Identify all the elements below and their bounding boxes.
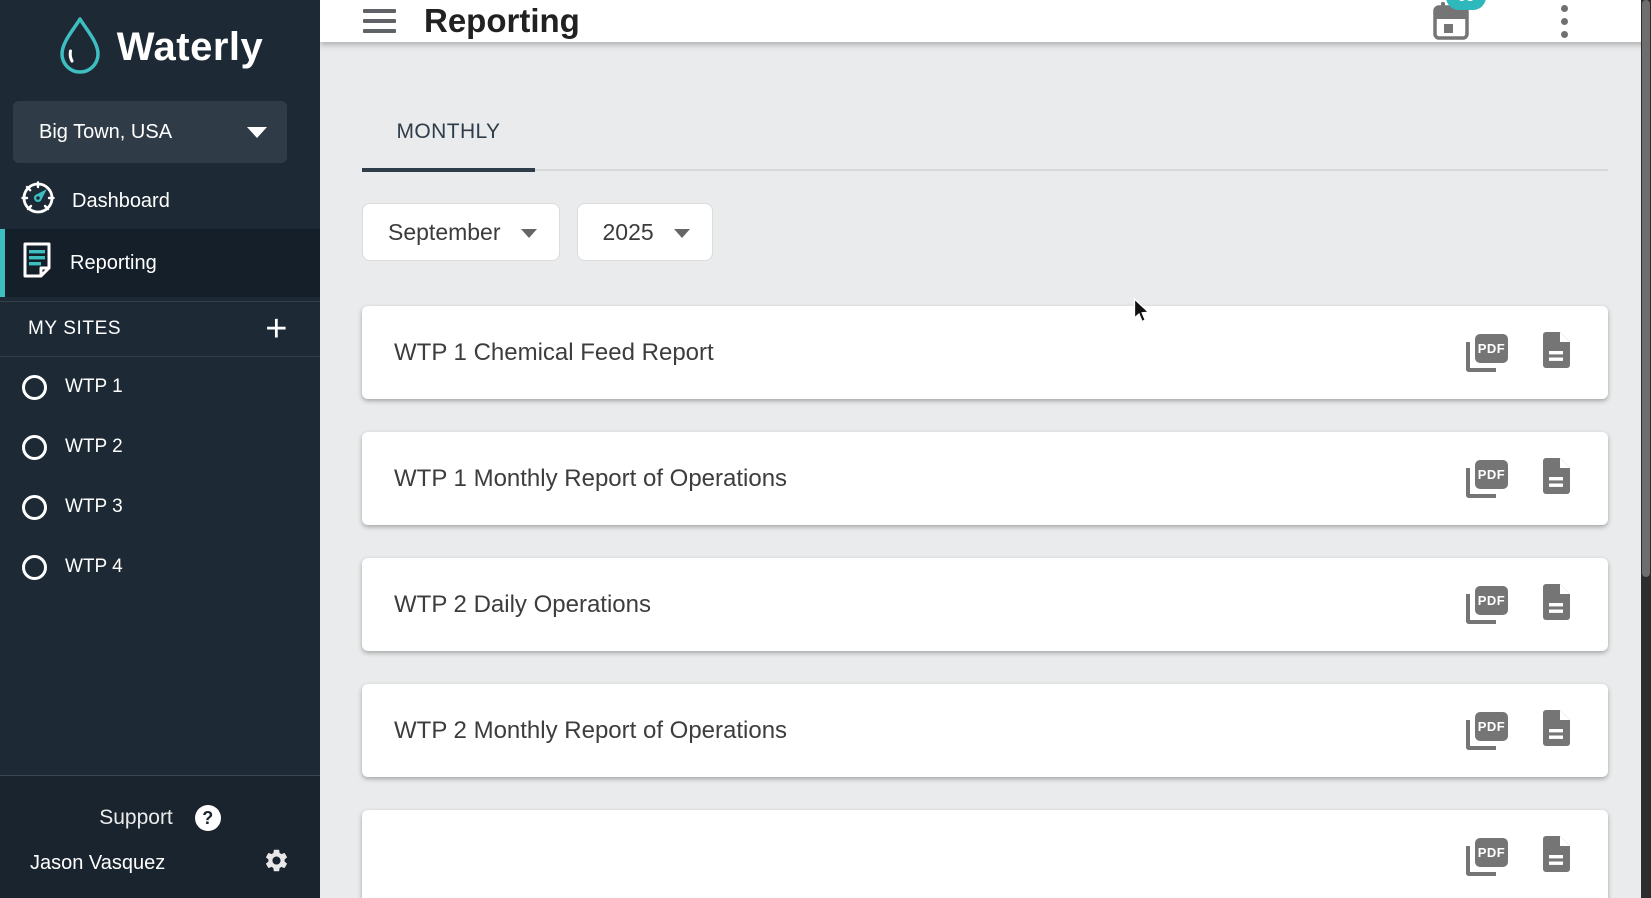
site-selector-value: Big Town, USA bbox=[39, 120, 173, 143]
report-title: WTP 2 Monthly Report of Operations bbox=[394, 716, 788, 744]
calendar-button[interactable]: 65 bbox=[1431, 0, 1486, 42]
kebab-menu-icon[interactable] bbox=[1557, 1, 1572, 42]
pdf-icon[interactable]: PDF bbox=[1466, 333, 1508, 372]
month-dropdown-value: September bbox=[388, 218, 501, 245]
user-row: Jason Vasquez bbox=[0, 848, 320, 878]
report-actions: PDF bbox=[1466, 708, 1574, 753]
document-icon[interactable] bbox=[1538, 330, 1574, 375]
gear-icon[interactable] bbox=[263, 847, 290, 880]
document-icon[interactable] bbox=[1538, 708, 1574, 753]
sidebar-item-dashboard[interactable]: Dashboard bbox=[0, 173, 320, 229]
scrollbar-track[interactable] bbox=[1641, 0, 1651, 898]
site-label: WTP 2 bbox=[65, 436, 123, 457]
sidebar-item-label: Dashboard bbox=[72, 189, 170, 212]
user-name: Jason Vasquez bbox=[30, 851, 166, 874]
year-dropdown[interactable]: 2025 bbox=[576, 203, 713, 261]
circle-icon bbox=[22, 434, 47, 460]
sidebar-item-wtp4[interactable]: WTP 4 bbox=[0, 537, 320, 597]
caret-down-icon bbox=[247, 126, 267, 138]
circle-icon bbox=[22, 554, 47, 580]
report-actions: PDF bbox=[1466, 456, 1574, 501]
hamburger-icon[interactable] bbox=[363, 9, 396, 33]
circle-icon bbox=[22, 494, 47, 520]
pdf-icon[interactable]: PDF bbox=[1466, 459, 1508, 498]
notification-badge: 65 bbox=[1446, 0, 1486, 10]
document-icon[interactable] bbox=[1538, 456, 1574, 501]
circle-icon bbox=[22, 374, 47, 400]
report-list: WTP 1 Chemical Feed Report PDF bbox=[362, 306, 1608, 898]
report-doc-icon bbox=[20, 242, 54, 284]
document-icon[interactable] bbox=[1538, 834, 1574, 879]
tab-monthly[interactable]: MONTHLY bbox=[362, 104, 535, 172]
page-title: Reporting bbox=[424, 2, 580, 39]
report-title: WTP 1 Monthly Report of Operations bbox=[394, 464, 788, 492]
report-title: WTP 1 Chemical Feed Report bbox=[394, 338, 714, 366]
sidebar-item-wtp2[interactable]: WTP 2 bbox=[0, 417, 320, 477]
tab-bar: MONTHLY bbox=[362, 104, 1608, 172]
sidebar-item-reporting[interactable]: Reporting bbox=[0, 229, 320, 297]
sidebar-footer: Support ? Jason Vasquez bbox=[0, 775, 320, 898]
my-sites-label: MY SITES bbox=[28, 318, 122, 339]
site-label: WTP 4 bbox=[65, 556, 123, 577]
caret-down-icon bbox=[673, 229, 690, 238]
support-link[interactable]: Support ? bbox=[0, 794, 320, 842]
report-card[interactable]: WTP 2 Daily Operations PDF bbox=[362, 558, 1608, 651]
my-sites-header: MY SITES + bbox=[0, 301, 320, 357]
site-label: WTP 3 bbox=[65, 496, 123, 517]
report-actions: PDF bbox=[1466, 330, 1574, 375]
scrollbar-thumb[interactable] bbox=[1642, 0, 1650, 577]
report-card[interactable]: WTP 2 Monthly Report of Operations PDF bbox=[362, 684, 1608, 777]
report-actions: PDF bbox=[1466, 582, 1574, 627]
app-logo: Waterly bbox=[0, 0, 320, 85]
sidebar: Waterly Big Town, USA bbox=[0, 0, 320, 898]
caret-down-icon bbox=[520, 229, 537, 238]
support-label: Support bbox=[99, 806, 173, 829]
sidebar-spacer bbox=[0, 597, 320, 775]
year-dropdown-value: 2025 bbox=[602, 218, 654, 245]
pdf-icon[interactable]: PDF bbox=[1466, 837, 1508, 876]
pdf-icon[interactable]: PDF bbox=[1466, 711, 1508, 750]
month-dropdown[interactable]: September bbox=[362, 203, 560, 261]
sidebar-item-wtp1[interactable]: WTP 1 bbox=[0, 357, 320, 417]
sidebar-item-label: Reporting bbox=[70, 251, 157, 274]
filters-row: September 2025 bbox=[362, 203, 1608, 261]
site-selector-dropdown[interactable]: Big Town, USA bbox=[13, 101, 287, 163]
report-actions: PDF bbox=[1466, 834, 1574, 879]
water-drop-icon bbox=[57, 16, 103, 79]
report-card[interactable]: WTP 1 Monthly Report of Operations PDF bbox=[362, 432, 1608, 525]
pdf-icon[interactable]: PDF bbox=[1466, 585, 1508, 624]
app-name: Waterly bbox=[116, 25, 264, 69]
question-mark-icon[interactable]: ? bbox=[194, 805, 221, 831]
plus-icon[interactable]: + bbox=[265, 308, 288, 350]
site-label: WTP 1 bbox=[65, 376, 123, 397]
report-card[interactable]: WTP 1 Chemical Feed Report PDF bbox=[362, 306, 1608, 399]
gauge-icon bbox=[20, 180, 56, 222]
sidebar-item-wtp3[interactable]: WTP 3 bbox=[0, 477, 320, 537]
page-header: Reporting 65 bbox=[320, 0, 1651, 42]
report-card-partial[interactable]: PDF bbox=[362, 810, 1608, 898]
report-title: WTP 2 Daily Operations bbox=[394, 590, 651, 618]
document-icon[interactable] bbox=[1538, 582, 1574, 627]
main-area: Reporting 65 MONTHLY September bbox=[320, 0, 1651, 898]
